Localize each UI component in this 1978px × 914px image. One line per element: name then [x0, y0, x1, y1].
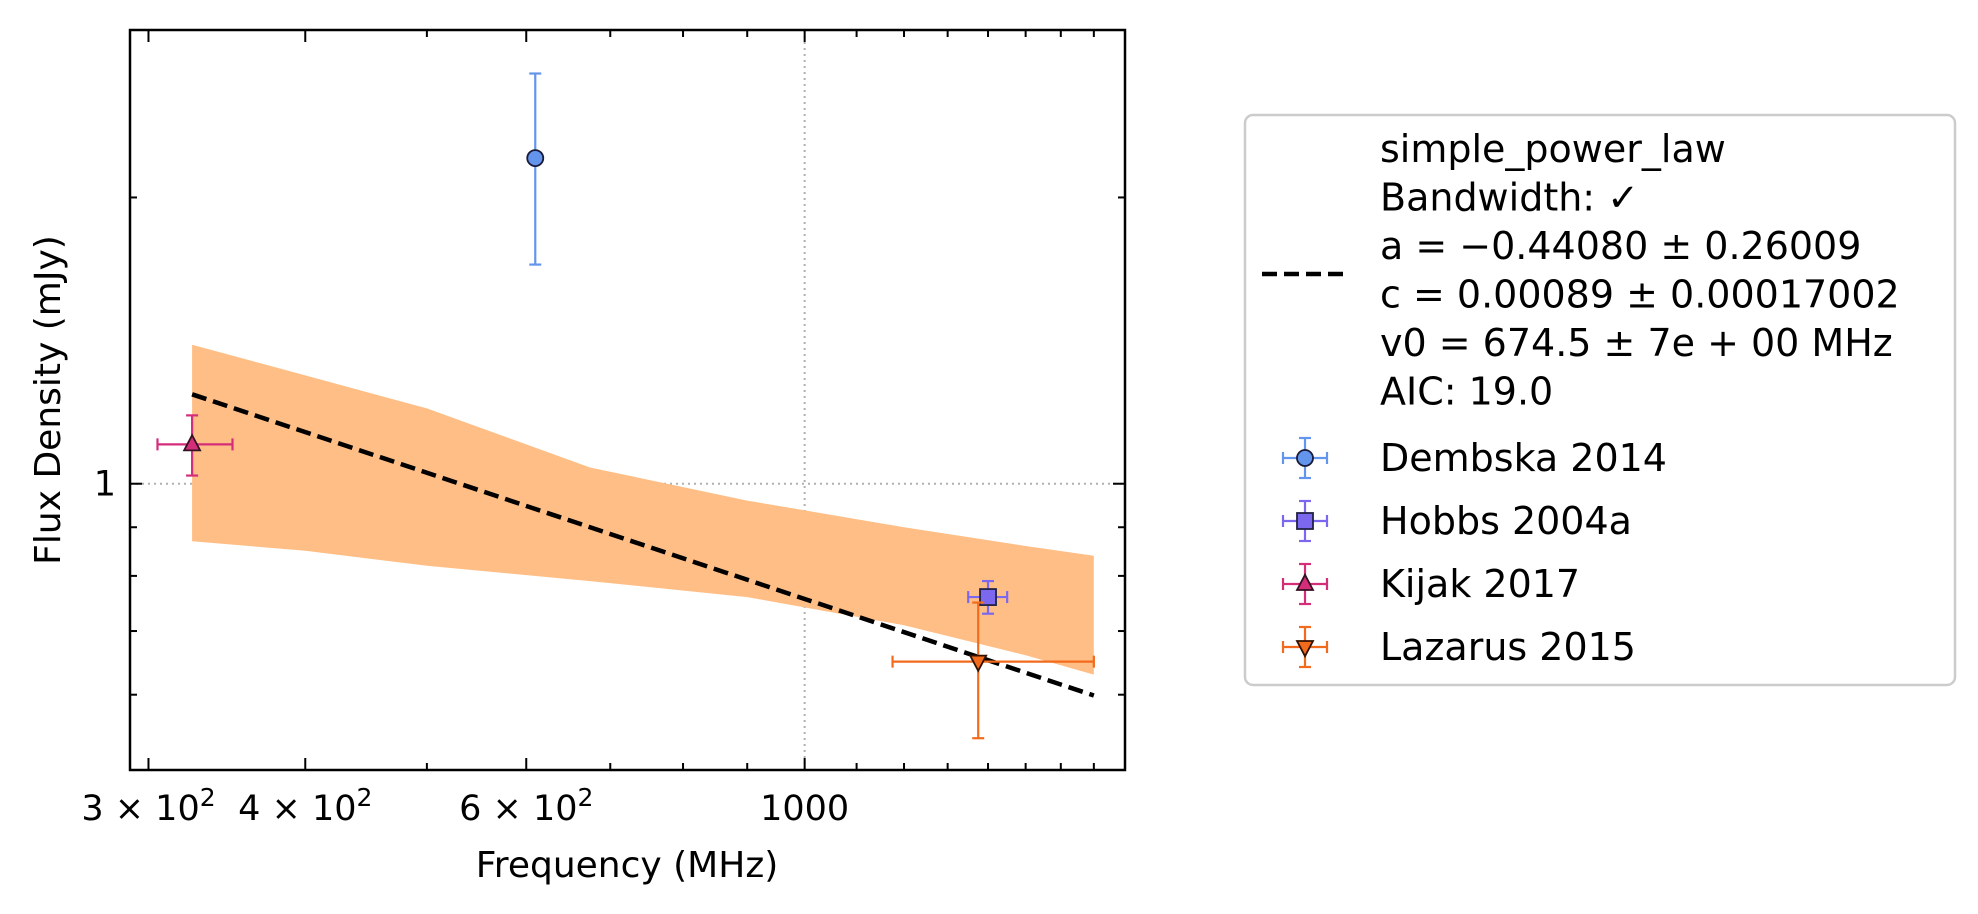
legend-fit-line-1: Bandwidth: ✓ [1380, 176, 1639, 220]
legend-marker [1295, 572, 1315, 591]
legend-marker [1296, 512, 1314, 530]
legend-label: Kijak 2017 [1380, 562, 1580, 606]
axis-ticks [130, 29, 1126, 771]
x-tick-label: 1000 [760, 789, 849, 829]
legend-entry-hobbs-2004a: Hobbs 2004a [1281, 499, 1632, 543]
legend: simple_power_law Bandwidth: ✓a = −0.44080… [1243, 113, 1957, 687]
legend-fit-line-4: v0 = 674.5 ± 7e + 00 MHz [1380, 321, 1893, 365]
series-dembska-2014 [526, 72, 545, 266]
x-axis-label: Frequency (MHz) [476, 845, 779, 886]
legend-fit-line-5: AIC: 19.0 [1380, 370, 1553, 414]
y-tick-label: 1 [94, 465, 116, 505]
legend-fit-line-3: c = 0.00089 ± 0.00017002 [1380, 273, 1900, 317]
legend-marker [1295, 640, 1315, 659]
legend-entry-lazarus-2015: Lazarus 2015 [1281, 625, 1636, 669]
fit-band-area [192, 344, 1094, 675]
data-point [526, 149, 545, 167]
legend-entry-kijak-2017: Kijak 2017 [1281, 562, 1580, 606]
legend-fit-line-2: a = −0.44080 ± 0.26009 [1380, 224, 1861, 268]
series-kijak-2017 [156, 414, 234, 477]
series-lazarus-2015 [891, 601, 1095, 740]
x-tick-label: 4 × 102 [238, 783, 372, 830]
legend-fit-text: simple_power_law Bandwidth: ✓a = −0.44080… [1380, 127, 1900, 414]
legend-series-entries: Dembska 2014 Hobbs 2004a Kijak 2017 Lazarus… [1281, 436, 1667, 669]
series-hobbs-2004a [967, 579, 1009, 615]
fit-uncertainty-band [192, 344, 1094, 675]
data-point [182, 433, 202, 452]
y-axis-label: Flux Density (mJy) [28, 235, 69, 565]
legend-label: Hobbs 2004a [1380, 499, 1632, 543]
legend-entry-dembska-2014: Dembska 2014 [1281, 436, 1667, 480]
legend-box [1243, 113, 1957, 687]
grid-lines [130, 30, 1125, 770]
x-tick-label: 3 × 102 [81, 783, 215, 830]
tick-labels: 3 × 102 4 × 102 6 × 102 1000 1 [81, 465, 849, 829]
data-point [968, 654, 988, 673]
data-point [979, 588, 997, 606]
legend-label: Lazarus 2015 [1380, 625, 1636, 669]
x-tick-label: 6 × 102 [459, 783, 593, 830]
plot-frame [128, 28, 1127, 772]
fit-line [191, 392, 1095, 698]
plot-area: 3 × 102 4 × 102 6 × 102 1000 1 [81, 28, 1127, 829]
data-points [156, 72, 1095, 740]
legend-fit-line-0: simple_power_law [1380, 127, 1726, 171]
legend-label: Dembska 2014 [1380, 436, 1667, 480]
legend-marker [1296, 449, 1314, 467]
fit-power-law-line [191, 392, 1095, 698]
